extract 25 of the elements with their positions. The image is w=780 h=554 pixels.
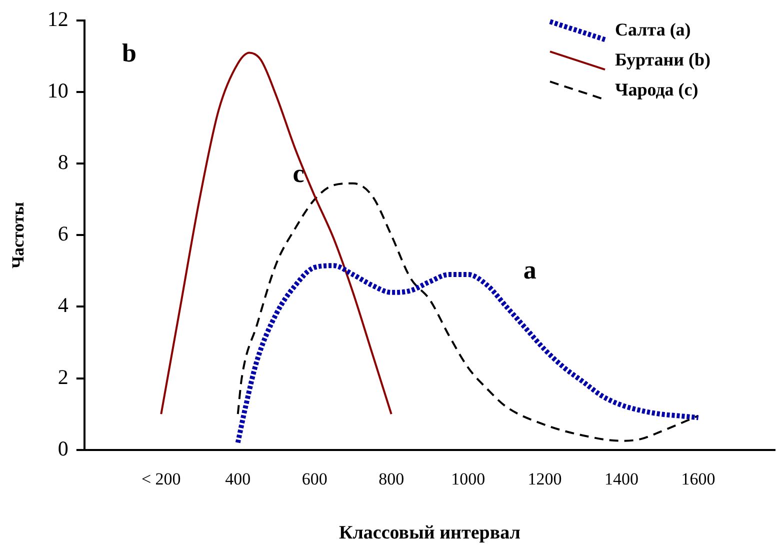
x-tick-label: 1200 <box>528 469 562 488</box>
line-series <box>160 52 392 416</box>
annotation: a <box>523 255 536 284</box>
x-tick-label: 400 <box>225 469 251 488</box>
legend-label: Буртани (b) <box>615 49 711 70</box>
x-tick-label: 1000 <box>451 469 486 488</box>
legend-label: Салта (a) <box>615 19 691 40</box>
line-series <box>236 182 700 442</box>
y-tick-label: 6 <box>58 222 68 246</box>
x-tick-label: < 200 <box>141 469 181 488</box>
legend-label: Чарода (c) <box>615 79 698 100</box>
x-tick-label: 1600 <box>681 469 716 488</box>
x-axis-title: Классовый интервал <box>338 522 521 544</box>
y-tick-label: 2 <box>58 364 68 389</box>
y-axis-title: Частоты <box>8 202 28 268</box>
x-tick-label: 800 <box>378 469 404 488</box>
x-tick-label: 1400 <box>604 469 639 488</box>
y-tick-label: 4 <box>58 293 69 318</box>
y-tick-label: 12 <box>47 7 68 32</box>
y-tick-label: 8 <box>58 150 68 174</box>
y-tick-label: 10 <box>47 78 68 103</box>
y-tick-label: 0 <box>58 436 68 460</box>
annotation: b <box>122 38 137 68</box>
x-tick-label: 600 <box>302 469 328 488</box>
annotation: c <box>292 158 304 188</box>
